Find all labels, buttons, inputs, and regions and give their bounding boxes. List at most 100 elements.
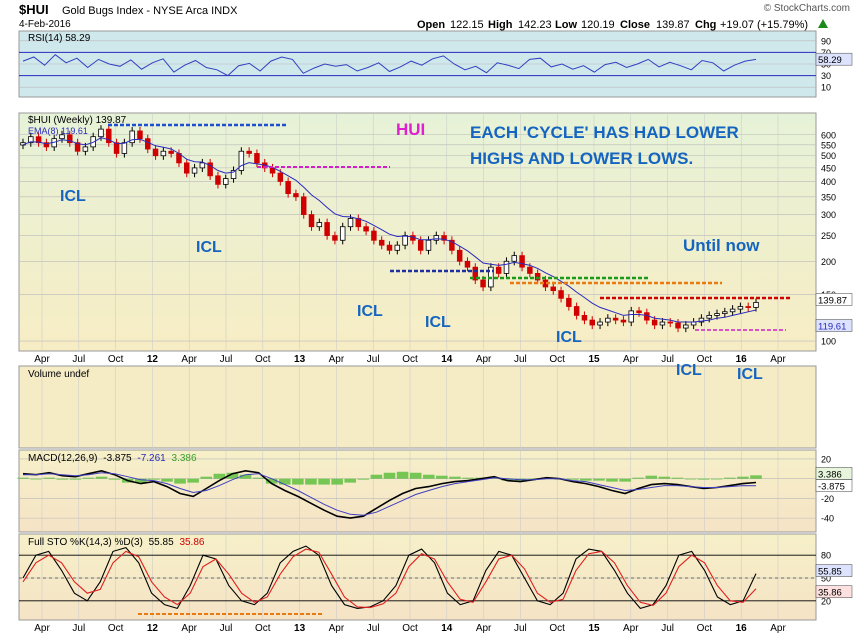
macd-signal-value: -7.261 [137,453,166,464]
macd-histogram-bar [462,477,474,479]
sto-tick-label-0: 80 [821,551,831,561]
price-candle-body [581,314,588,321]
price-candle-body [347,218,354,228]
price-candle [35,132,42,147]
bottom-x-tick-label: Apr [329,623,345,634]
price-x-tick-label: Jul [514,354,527,365]
price-x-tick-label: 13 [294,354,306,365]
price-candle-body [589,319,595,326]
macd-histogram-bar [422,474,435,479]
price-candle-body [698,317,705,323]
price-candle [191,163,198,178]
price-candle [215,171,221,189]
ema-line [22,137,757,323]
icl-label-4: ICL [425,314,451,331]
macd-histogram-bar [396,471,409,479]
volume-panel [18,365,817,449]
price-candle [636,306,642,317]
price-panel [18,112,817,352]
price-candle [230,166,237,183]
price-tick-label-5: 350 [821,192,836,202]
price-candle [683,321,689,333]
rsi-title: RSI(14) 58.29 [28,33,91,44]
sto-k-value: 55.85 [149,537,174,548]
macd-histogram-bar [292,478,304,485]
price-candle [43,138,50,151]
macd-histogram-bar [645,475,658,479]
price-candle-body [254,153,260,164]
price-candle-body [737,306,744,310]
icl-label-1: ICL [60,188,86,205]
price-candle [300,192,307,219]
icl-label-7: ICL [737,366,763,383]
price-candle [667,318,673,328]
price-candle [371,227,377,245]
chg-label: Chg [695,19,716,31]
price-tick-label-0: 600 [821,130,836,140]
price-candle [332,231,338,245]
macd-histogram-bar [318,478,330,485]
price-candle-body [230,170,237,180]
macd-histogram-value: 3.386 [172,453,197,464]
price-tick-label-2: 500 [821,151,836,161]
macd-hist-badge: 3.386 [815,467,853,480]
price-tick-label-10: 100 [821,337,836,347]
price-candle-body [363,226,369,232]
price-candle [753,298,759,312]
ema-value-badge: 119.61 [815,319,853,332]
price-candle [28,132,34,147]
price-candle-body [456,249,463,262]
price-candle-body [480,279,486,288]
macd-title: MACD(12,26,9) [28,453,97,464]
ema-value-badge-box [815,319,853,332]
price-candle-body [683,324,689,329]
price-candle [324,218,330,240]
price-candle-body [339,226,346,241]
price-x-tick-label: Oct [108,354,124,365]
macd-histogram-bar [331,478,343,485]
bottom-x-tick-label: 14 [441,623,453,634]
macd-histogram-bar [606,478,618,482]
rsi-line [22,54,757,77]
price-candle [339,222,346,245]
price-candle-body [316,222,323,228]
price-candle-body [605,317,611,323]
price-candle [659,318,666,330]
icl-label-2: ICL [196,239,222,256]
price-candle-body [207,162,213,177]
price-candle-body [620,319,627,323]
price-candle [605,314,611,327]
price-candle-body [378,239,385,246]
price-x-tick-label: Apr [476,354,492,365]
bottom-x-tick-label: 13 [294,623,306,634]
price-value-badge-box [815,293,853,306]
icl-label-6: ICL [676,362,702,379]
macd-histogram-bar [697,478,710,480]
price-candle [121,138,128,158]
open-value: 122.15 [450,19,484,31]
price-candle [308,210,315,231]
price-x-tick-label: Oct [697,354,713,365]
price-candle-body [308,214,315,228]
price-candle-body [636,310,642,314]
price-candle-body [722,311,728,314]
price-candle [511,251,518,266]
price-candle-body [706,314,712,319]
macd-histogram-bar [750,475,762,479]
macd-histogram-bar [226,472,239,479]
price-candle [745,302,751,312]
price-candle-body [223,178,229,185]
price-candle-body [753,302,759,308]
macd-histogram-bar [383,472,396,479]
price-x-tick-label: Apr [34,354,50,365]
price-candle [223,174,229,189]
macd-tick-label-3: -40 [821,514,834,524]
rsi-value-badge-text: 58.29 [818,55,842,66]
sto-k-line [22,545,757,610]
price-candle-body [106,128,112,144]
price-candle [675,319,681,333]
sto-tick-label-2: 20 [821,596,831,606]
macd-value-badge-text: -3.875 [818,481,845,492]
price-candle-body [729,308,736,313]
